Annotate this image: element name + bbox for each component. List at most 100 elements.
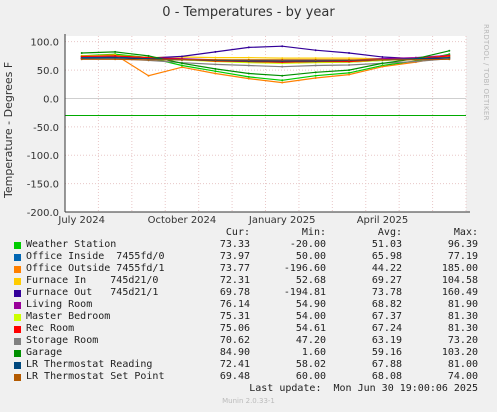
- legend-min: 54.61: [295, 323, 326, 334]
- legend-row: Master Bedroom 75.31 54.00 67.37 81.30: [12, 311, 492, 323]
- data-point: [281, 65, 284, 68]
- legend-avg: 68.08: [371, 371, 402, 382]
- legend-swatch: [14, 266, 21, 273]
- legend-max: 77.19: [447, 251, 478, 262]
- legend-row: Living Room 76.14 54.90 68.82 81.90: [12, 299, 492, 311]
- legend-max: 81.30: [447, 311, 478, 322]
- legend-min: 58.02: [295, 359, 326, 370]
- legend-header-max: Max:: [453, 227, 478, 238]
- data-point: [180, 64, 183, 67]
- munin-version: Munin 2.0.33-1: [222, 397, 275, 405]
- legend-name: Storage Room: [26, 335, 99, 346]
- legend-min: 54.00: [295, 311, 326, 322]
- data-point: [214, 70, 217, 73]
- legend-cur: 84.90: [219, 347, 250, 358]
- data-point: [114, 56, 117, 59]
- legend-avg: 67.24: [371, 323, 402, 334]
- legend-max: 81.00: [447, 359, 478, 370]
- legend-min: 52.68: [295, 275, 326, 286]
- data-point: [448, 54, 451, 57]
- series-line: [81, 58, 450, 61]
- legend-cur: 73.97: [219, 251, 250, 262]
- legend-min: 1.60: [301, 347, 326, 358]
- legend-cur: 72.31: [219, 275, 250, 286]
- legend-name: Living Room: [26, 299, 93, 310]
- data-point: [80, 55, 83, 58]
- data-point: [348, 73, 351, 76]
- legend-row: Office Outside 7455fd/1 73.77 -196.60 44.22…: [12, 263, 492, 275]
- legend-cur: 72.41: [219, 359, 250, 370]
- legend-table: Cur: Min: Avg: Max: Weather Station 73.33…: [12, 227, 492, 395]
- data-point: [214, 67, 217, 70]
- data-point: [214, 50, 217, 53]
- data-point: [414, 60, 417, 63]
- data-point: [348, 58, 351, 61]
- legend-cur: 73.33: [219, 239, 250, 250]
- legend-avg: 73.78: [371, 287, 402, 298]
- data-point: [314, 49, 317, 52]
- x-tick-label: April 2025: [357, 215, 408, 226]
- legend-min: 47.20: [295, 335, 326, 346]
- data-point: [180, 55, 183, 58]
- data-point: [448, 49, 451, 52]
- data-point: [114, 54, 117, 57]
- legend-row: Storage Room 70.62 47.20 63.19 73.20: [12, 335, 492, 347]
- data-point: [281, 57, 284, 60]
- y-tick-label: 0.0: [43, 94, 59, 105]
- data-point: [314, 71, 317, 74]
- data-point: [214, 56, 217, 59]
- data-point: [80, 58, 83, 61]
- x-tick-label: October 2024: [148, 215, 217, 226]
- legend-max: 160.49: [441, 287, 478, 298]
- y-tick-label: 100.0: [30, 38, 59, 49]
- data-point: [414, 58, 417, 61]
- legend-row: Rec Room 75.06 54.61 67.24 81.30: [12, 323, 492, 335]
- legend-row: LR Thermostat Reading 72.41 58.02 67.88 81.0…: [12, 359, 492, 371]
- legend-cur: 69.48: [219, 371, 250, 382]
- data-point: [214, 63, 217, 66]
- data-point: [381, 62, 384, 65]
- legend-swatch: [14, 242, 21, 249]
- data-point: [247, 56, 250, 59]
- data-point: [314, 57, 317, 60]
- legend-rows: Weather Station 73.33 -20.00 51.03 96.39 Offi…: [12, 239, 492, 383]
- data-point: [147, 74, 150, 77]
- data-point: [180, 66, 183, 69]
- legend-name: LR Thermostat Set Point: [26, 371, 165, 382]
- legend-cur: 69.78: [219, 287, 250, 298]
- series-line: [81, 54, 450, 84]
- data-point: [281, 58, 284, 61]
- legend-row: Furnace Out 745d21/1 69.78 -194.81 73.78 160…: [12, 287, 492, 299]
- legend-cur: 75.06: [219, 323, 250, 334]
- legend-name: Office Outside 7455fd/1: [26, 263, 165, 274]
- data-point: [180, 62, 183, 65]
- legend-min: -194.81: [283, 287, 326, 298]
- legend-max: 103.20: [441, 347, 478, 358]
- legend-swatch: [14, 302, 21, 309]
- legend-name: Office Inside 7455fd/0: [26, 251, 165, 262]
- legend-max: 73.20: [447, 335, 478, 346]
- data-point: [281, 74, 284, 77]
- legend-avg: 44.22: [371, 263, 402, 274]
- data-point: [281, 81, 284, 84]
- legend-swatch: [14, 278, 21, 285]
- legend-swatch: [14, 326, 21, 333]
- legend-cur: 75.31: [219, 311, 250, 322]
- data-point: [281, 79, 284, 82]
- legend-min: -20.00: [289, 239, 326, 250]
- legend-header-avg: Avg:: [377, 227, 402, 238]
- legend-min: 54.90: [295, 299, 326, 310]
- legend-max: 96.39: [447, 239, 478, 250]
- legend-avg: 67.37: [371, 311, 402, 322]
- data-point: [147, 54, 150, 57]
- data-point: [314, 77, 317, 80]
- y-tick-label: 50.0: [37, 66, 59, 77]
- legend-name: Master Bedroom: [26, 311, 111, 322]
- legend-avg: 67.88: [371, 359, 402, 370]
- legend-swatch: [14, 338, 21, 345]
- data-point: [381, 58, 384, 61]
- legend-min: 60.00: [295, 371, 326, 382]
- legend-name: Garage: [26, 347, 63, 358]
- legend-header-min: Min:: [301, 227, 326, 238]
